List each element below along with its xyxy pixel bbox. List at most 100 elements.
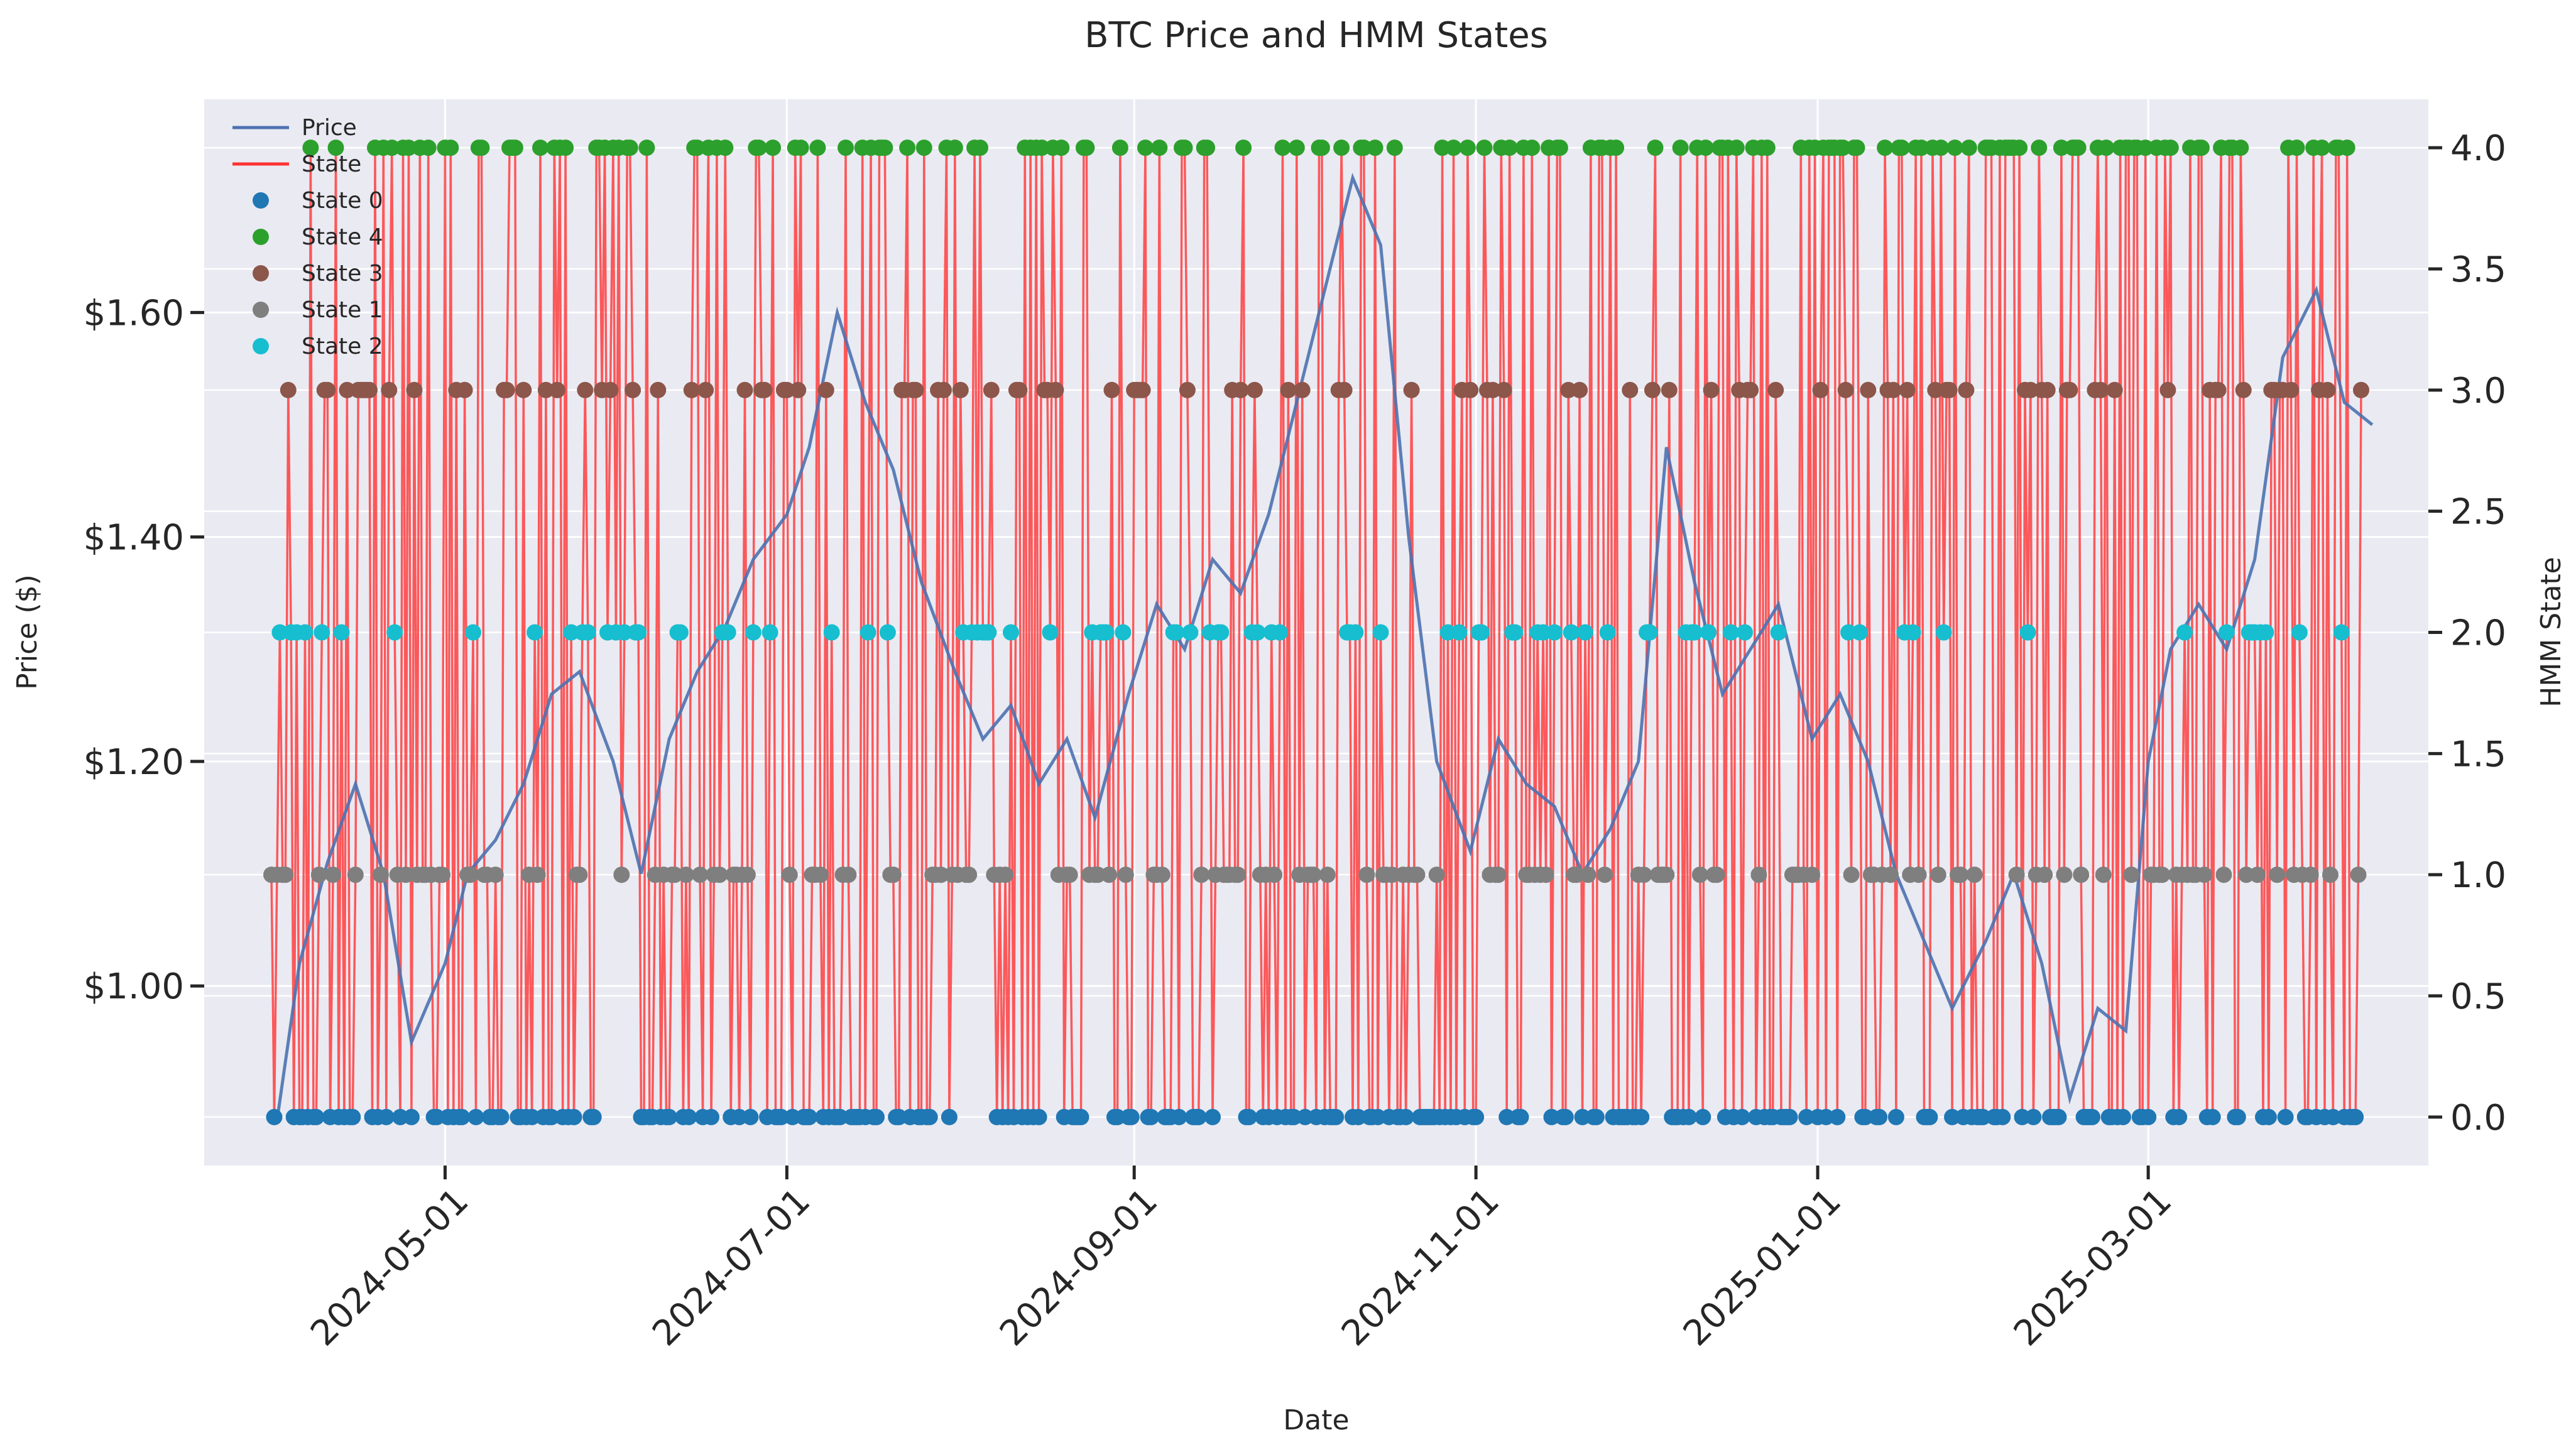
state-4-marker (1608, 139, 1625, 156)
state-1-marker (1635, 866, 1652, 883)
state-0-marker (378, 1108, 395, 1125)
state-1-marker (1596, 866, 1613, 883)
price-series-line (275, 173, 2374, 1121)
state-4-marker (506, 139, 523, 156)
state-0-marker (1695, 1108, 1711, 1125)
state-3-marker (2022, 381, 2039, 398)
state-1-marker (1708, 866, 1725, 883)
state-2-marker (1372, 624, 1389, 641)
state-4-marker (1835, 139, 1852, 156)
state-0-marker (1072, 1108, 1089, 1125)
state-0-marker (1109, 1108, 1126, 1125)
state-3-marker (1560, 381, 1577, 398)
state-4-marker (2053, 139, 2070, 156)
state-4-marker (1960, 139, 1977, 156)
state-1-marker (1580, 866, 1596, 883)
state-2-marker (1272, 624, 1288, 641)
state-2-marker (879, 624, 896, 641)
state-1-marker (1384, 866, 1400, 883)
state-2-marker (672, 624, 689, 641)
state-1-marker (2154, 866, 2171, 883)
state-3-marker (1767, 381, 1784, 398)
state-2-marker (386, 624, 403, 641)
state-2-marker (1249, 624, 1266, 641)
state-3-marker (339, 381, 356, 398)
state-1-marker (1409, 866, 1426, 883)
state-2-marker (314, 624, 330, 641)
state-2-marker (1722, 624, 1739, 641)
state-3-marker (1294, 381, 1311, 398)
state-3-marker (1280, 381, 1297, 398)
state-4-marker (1893, 139, 1910, 156)
state-3-marker (1899, 381, 1916, 398)
state-0-marker (773, 1108, 790, 1125)
y-right-tick-label: 1.0 (2450, 855, 2506, 896)
state-0-marker (1328, 1108, 1345, 1125)
legend-label: State 3 (302, 261, 383, 287)
state-1-marker (2302, 866, 2319, 883)
state-3-marker (1179, 381, 1196, 398)
state-1-marker (932, 866, 949, 883)
state-2-marker (860, 624, 876, 641)
state-0-marker (308, 1108, 325, 1125)
state-3-marker (697, 381, 714, 398)
state-0-marker (742, 1108, 759, 1125)
state-0-marker (1633, 1108, 1650, 1125)
state-4-marker (1313, 139, 1330, 156)
state-0-marker (868, 1108, 885, 1125)
state-3-marker (1011, 381, 1028, 398)
state-1-marker (2008, 866, 2025, 883)
state-1-marker (840, 866, 857, 883)
state-4-marker (1151, 139, 1168, 156)
state-0-marker (403, 1108, 420, 1125)
state-4-marker (1199, 139, 1216, 156)
state-1-marker (2238, 866, 2255, 883)
state-0-marker (1857, 1108, 1874, 1125)
state-2-marker (2333, 624, 2350, 641)
state-3-marker (1571, 381, 1588, 398)
state-0-marker (2229, 1108, 2246, 1125)
state-4-marker (1697, 139, 1714, 156)
state-1-marker (2249, 866, 2266, 883)
legend-label: State 4 (302, 224, 383, 250)
state-1-marker (711, 866, 728, 883)
state-3-marker (2353, 381, 2369, 398)
state-2-marker (1182, 624, 1199, 641)
state-3-marker (1958, 381, 1975, 398)
legend-label: State 0 (302, 188, 383, 214)
y-right-tick-label: 4.0 (2450, 128, 2506, 169)
state-4-marker (473, 139, 490, 156)
state-1-marker (1305, 866, 1322, 883)
state-4-marker (1053, 139, 1070, 156)
state-0-marker (1143, 1108, 1159, 1125)
state-3-marker (625, 381, 641, 398)
state-4-marker (1367, 139, 1384, 156)
state-3-marker (817, 381, 834, 398)
y-right-tick-label: 1.5 (2450, 734, 2506, 775)
state-4-marker (302, 139, 319, 156)
state-1-marker (692, 866, 709, 883)
state-0-marker (1871, 1108, 1888, 1125)
legend-label: State 2 (302, 334, 383, 359)
y-right-tick-label: 2.5 (2450, 492, 2506, 533)
state-2-marker (2019, 624, 2036, 641)
state-3-marker (280, 381, 297, 398)
state-0-marker (1944, 1108, 1961, 1125)
state-1-marker (571, 866, 588, 883)
state-3-marker (2210, 381, 2227, 398)
state-2-marker (465, 624, 481, 641)
state-3-marker (2061, 381, 2078, 398)
state-3-marker (1703, 381, 1720, 398)
state-4-marker (2288, 139, 2305, 156)
y-right-tick-label: 3.0 (2450, 371, 2506, 412)
y-left-tick-label: $1.00 (84, 966, 184, 1007)
state-0-marker (680, 1108, 697, 1125)
state-3-marker (1812, 381, 1829, 398)
state-1-marker (2036, 866, 2053, 883)
state-3-marker (498, 381, 515, 398)
state-3-marker (1941, 381, 1958, 398)
state-2-marker (2219, 624, 2235, 641)
state-1-marker (310, 866, 327, 883)
legend-label: Price (302, 115, 357, 141)
state-0-marker (454, 1108, 471, 1125)
